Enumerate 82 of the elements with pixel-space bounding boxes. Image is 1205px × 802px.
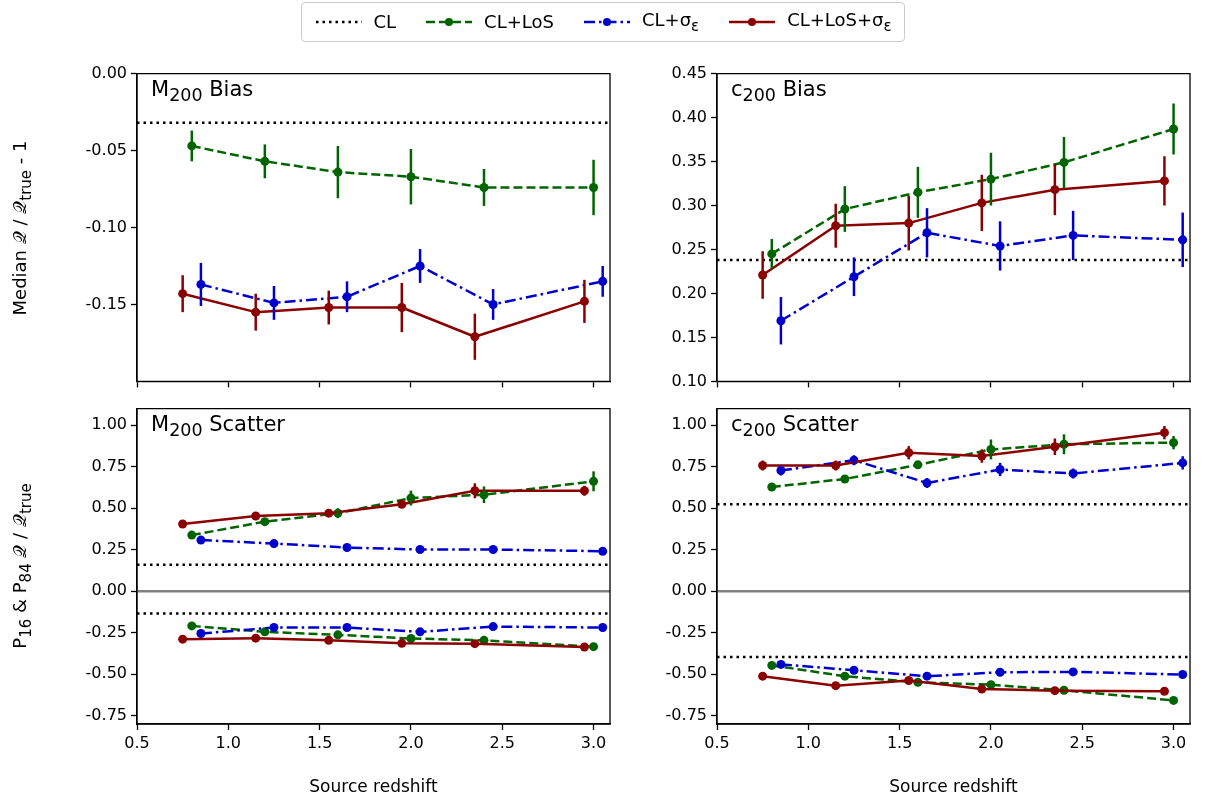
y-tick-label: 0.00	[671, 580, 707, 600]
x-tick-label: 2.5	[1069, 732, 1095, 752]
x-tick-label: 1.5	[886, 732, 913, 752]
x-tick-label: 2.0	[978, 732, 1004, 752]
y-tick-label: 0.25	[91, 538, 127, 558]
x-axis-title: Source redshift	[309, 776, 439, 797]
y-tick-label: 1.00	[671, 414, 707, 434]
y-tick-label: 0.45	[671, 62, 707, 82]
point	[342, 623, 352, 633]
y-tick-label: 0.10	[671, 370, 707, 390]
point	[187, 621, 197, 631]
point	[922, 671, 932, 681]
y-tick-label: -0.10	[85, 216, 127, 236]
point	[196, 629, 206, 639]
x-tick-label: 0.5	[124, 732, 150, 752]
chart-title: c$_{200}$ Scatter	[731, 411, 859, 440]
y-tick-label: 0.75	[91, 455, 127, 475]
point	[406, 634, 416, 644]
x-tick-label: 1.0	[215, 732, 242, 752]
point	[767, 660, 777, 670]
point	[776, 659, 786, 669]
point	[178, 634, 188, 644]
point	[977, 684, 987, 694]
y-tick-label: 0.00	[91, 580, 127, 600]
point	[1068, 667, 1078, 677]
y-tick-label: -0.15	[85, 293, 127, 313]
point	[260, 627, 270, 637]
point	[324, 635, 334, 645]
y-tick-label: -0.50	[85, 663, 127, 683]
y-tick-label: 1.00	[91, 414, 127, 434]
point	[598, 623, 608, 633]
x-tick-label: 3.0	[1160, 732, 1187, 752]
point	[1159, 686, 1169, 696]
legend-label: CL+LoS	[484, 11, 554, 33]
y-tick-label: 0.50	[91, 497, 127, 517]
point	[849, 665, 859, 675]
y-tick-label: 0.40	[671, 106, 707, 126]
point	[589, 642, 599, 652]
y-tick-label: -0.50	[665, 663, 707, 683]
y-tick-label: -0.05	[85, 139, 127, 159]
y-tick-label: 0.35	[671, 150, 707, 170]
x-tick-label: 1.0	[795, 732, 822, 752]
chart-title: M$_{200}$ Scatter	[151, 411, 285, 440]
y-tick-label: 0.50	[671, 497, 707, 517]
chart-title: M$_{200}$ Bias	[151, 76, 254, 105]
legend-label: CL	[373, 11, 397, 33]
chart-title: c$_{200}$ Bias	[731, 76, 827, 105]
legend-label: CL+σ$_{ε}$	[641, 9, 700, 35]
x-axis-title: Source redshift	[889, 776, 1019, 797]
point	[758, 671, 768, 681]
y-tick-label: -0.25	[665, 621, 707, 641]
point	[995, 667, 1005, 677]
point	[333, 630, 343, 640]
y-tick-label: 0.30	[671, 194, 707, 214]
x-tick-label: 0.5	[704, 732, 730, 752]
point	[397, 638, 407, 648]
point	[1169, 695, 1179, 705]
y-tick-label: 0.20	[671, 282, 707, 302]
point	[415, 627, 425, 637]
y-tick-label: 0.15	[671, 326, 707, 346]
x-tick-label: 2.5	[489, 732, 515, 752]
point	[904, 676, 914, 686]
point	[1178, 670, 1188, 680]
x-tick-label: 3.0	[580, 732, 607, 752]
point	[470, 639, 480, 649]
point	[488, 622, 498, 632]
y-tick-label: -0.75	[85, 704, 127, 724]
point	[269, 623, 279, 633]
x-tick-label: 1.5	[306, 732, 333, 752]
y-tick-label: 0.00	[91, 62, 127, 82]
point	[1050, 686, 1060, 696]
point	[831, 681, 841, 691]
x-tick-label: 2.0	[398, 732, 424, 752]
point	[251, 633, 261, 643]
y-tick-label: 0.75	[671, 455, 707, 475]
point	[579, 642, 589, 652]
legend-label: CL+LoS+σ$_{ε}$	[787, 9, 892, 35]
y-tick-label: 0.25	[671, 538, 707, 558]
point	[840, 671, 850, 681]
y-tick-label: 0.25	[671, 238, 707, 258]
y-tick-label: -0.75	[665, 704, 707, 724]
y-tick-label: -0.25	[85, 621, 127, 641]
